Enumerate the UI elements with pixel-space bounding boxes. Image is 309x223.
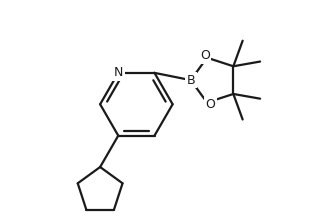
Text: O: O [206, 98, 216, 111]
Text: B: B [186, 74, 195, 87]
Text: O: O [200, 50, 210, 62]
Text: N: N [114, 66, 123, 79]
